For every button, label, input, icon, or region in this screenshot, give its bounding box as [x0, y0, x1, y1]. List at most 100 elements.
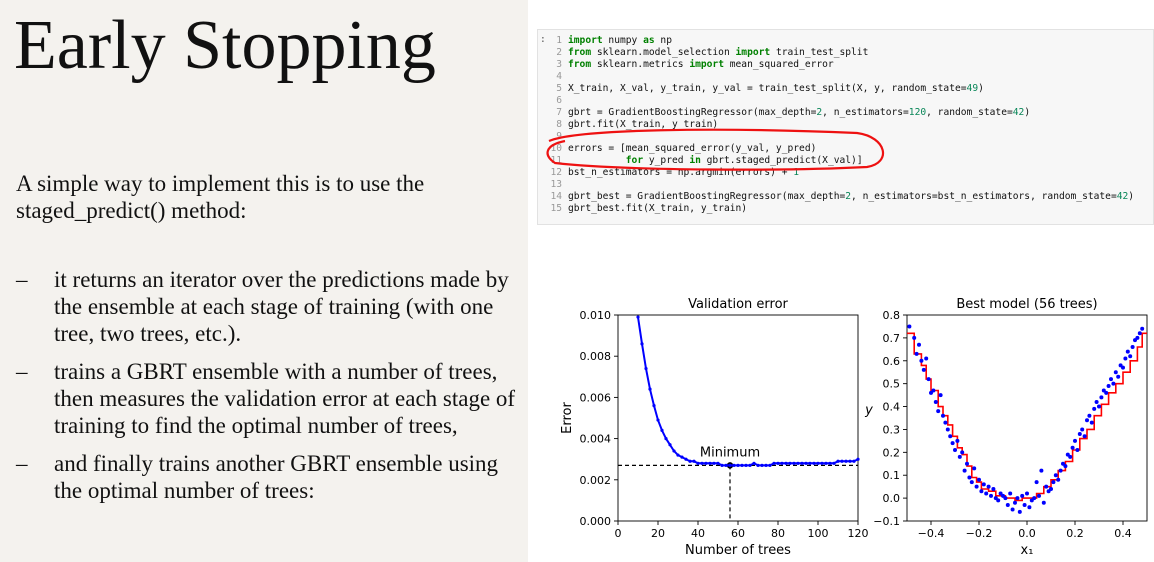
code-token: errors = [mean_squared_error(y_val, y_pr… — [568, 143, 817, 154]
x-tick-label: 40 — [691, 527, 705, 540]
line-number: 12 — [550, 167, 562, 178]
data-point — [989, 493, 993, 498]
y-tick-label: 0.8 — [883, 309, 901, 322]
validation-x-ticks: 0 20 40 60 80 100 120 — [615, 521, 869, 540]
y-tick-label: 0.008 — [580, 350, 612, 363]
data-point — [1137, 331, 1142, 336]
data-point — [907, 324, 912, 329]
data-point — [1025, 491, 1029, 496]
code-token: mean_squared_error — [723, 59, 834, 70]
bullet-item: – it returns an iterator over the predict… — [16, 266, 516, 347]
code-line: 5 X_train, X_val, y_train, y_val = train_… — [546, 83, 984, 95]
code-token: sklearn.metrics — [591, 59, 690, 70]
best-model-chart-title: Best model (56 trees) — [956, 297, 1097, 312]
y-tick-label: 0.3 — [883, 423, 901, 436]
error-point — [836, 459, 840, 463]
data-point — [1037, 493, 1041, 498]
line-number: 7 — [556, 107, 562, 118]
code-cell[interactable]: : 1 import numpy as np 2 from sklearn.model… — [537, 29, 1154, 225]
y-tick-label: 0.7 — [883, 332, 901, 345]
error-point — [752, 461, 756, 465]
code-token — [568, 155, 626, 166]
y-tick-label: 0.006 — [580, 391, 612, 404]
validation-error-points — [636, 315, 860, 467]
code-token: 2 — [816, 107, 823, 118]
error-point — [660, 428, 664, 432]
data-point — [977, 477, 981, 482]
code-line: 4 — [546, 71, 568, 83]
line-number: 8 — [556, 119, 562, 130]
error-point — [804, 461, 808, 465]
data-point — [1085, 418, 1089, 423]
code-line: 6 — [546, 95, 568, 107]
error-point — [740, 463, 744, 467]
error-point — [792, 461, 796, 465]
error-point — [760, 463, 764, 467]
error-point — [680, 455, 684, 459]
code-token: for — [625, 155, 644, 166]
code-line: 7 gbrt = GradientBoostingRegressor(max_de… — [546, 107, 1030, 119]
data-point — [1073, 438, 1077, 443]
x-tick-label: 100 — [808, 527, 829, 540]
code-token: np — [654, 35, 672, 46]
x-tick-label: 80 — [771, 527, 785, 540]
error-point — [812, 461, 816, 465]
error-point — [700, 461, 704, 465]
data-point — [962, 468, 967, 473]
line-number: 1 — [556, 35, 562, 46]
line-number: 9 — [556, 131, 562, 142]
best-model-y-ticks: −0.1 0.0 0.1 0.2 0.3 0.4 0.5 0.6 0.7 0.8 — [873, 309, 907, 528]
data-point — [1068, 454, 1073, 459]
code-token: , n_estimators=bst_n_estimators, random_… — [851, 191, 1117, 202]
y-tick-label: 0.6 — [883, 355, 901, 368]
bullet-item: – trains a GBRT ensemble with a number of… — [16, 358, 516, 439]
error-point — [720, 463, 724, 467]
y-tick-label: 0.1 — [883, 469, 901, 482]
data-point — [1109, 377, 1113, 382]
y-tick-label: 0.000 — [580, 515, 612, 528]
x-tick-label: 0.2 — [1066, 527, 1084, 540]
data-point — [1130, 345, 1135, 350]
line-number: 10 — [550, 143, 562, 154]
line-number: 13 — [550, 179, 562, 190]
data-point — [1005, 502, 1010, 507]
code-token: gbrt_best = GradientBoostingRegressor(ma… — [568, 191, 846, 202]
data-point — [953, 448, 957, 453]
data-point — [1058, 468, 1063, 473]
data-point — [1015, 496, 1020, 501]
error-point — [668, 443, 672, 447]
error-point — [648, 387, 652, 391]
slide-text-panel: Early Stopping A simple way to implement… — [0, 0, 528, 562]
data-point — [991, 486, 996, 491]
error-point — [820, 461, 824, 465]
data-point — [950, 441, 955, 446]
data-point — [974, 484, 979, 489]
data-point — [984, 491, 989, 496]
code-token: from — [568, 59, 592, 70]
data-point — [1097, 404, 1101, 409]
data-point — [936, 409, 941, 414]
data-point — [1092, 406, 1097, 411]
code-token: gbrt.staged_predict(X_val)] — [700, 155, 863, 166]
code-line: 1 import numpy as np — [546, 35, 672, 47]
code-token: sklearn.model_selection — [591, 47, 736, 58]
x-tick-label: −0.2 — [966, 527, 993, 540]
error-point — [832, 461, 836, 465]
code-line: 8 gbrt.fit(X_train, y_train) — [546, 119, 718, 131]
data-point — [1020, 493, 1025, 498]
data-point — [957, 454, 962, 459]
error-point — [728, 463, 732, 467]
error-point — [684, 457, 688, 461]
minimum-annotation: Minimum — [700, 445, 760, 460]
data-point — [1027, 505, 1032, 510]
error-point — [784, 461, 788, 465]
error-point — [688, 459, 692, 463]
data-point — [914, 351, 919, 356]
error-point — [788, 461, 792, 465]
code-token: 42 — [1012, 107, 1025, 118]
data-point — [955, 438, 960, 443]
bullet-text: it returns an iterator over the predicti… — [54, 267, 509, 346]
data-point — [1123, 356, 1128, 361]
data-point — [931, 388, 936, 393]
code-token: gbrt_best.fit(X_train, y_train) — [568, 203, 748, 214]
